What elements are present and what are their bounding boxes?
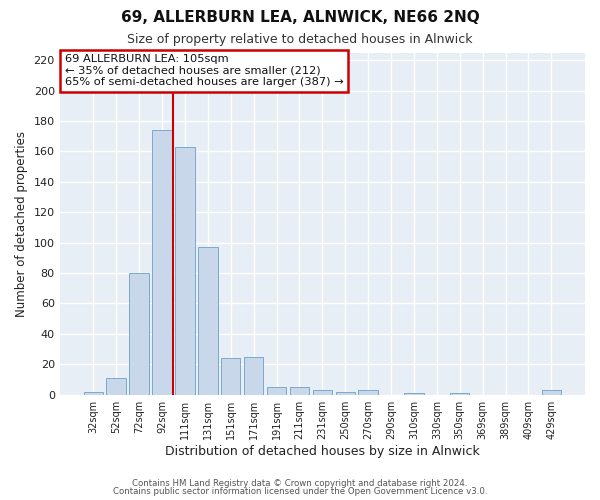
- Bar: [313, 390, 332, 394]
- Text: 69 ALLERBURN LEA: 105sqm
← 35% of detached houses are smaller (212)
65% of semi-: 69 ALLERBURN LEA: 105sqm ← 35% of detach…: [65, 54, 344, 88]
- Y-axis label: Number of detached properties: Number of detached properties: [15, 130, 28, 316]
- Bar: [175, 147, 194, 394]
- X-axis label: Distribution of detached houses by size in Alnwick: Distribution of detached houses by size …: [165, 444, 480, 458]
- Bar: [450, 393, 469, 394]
- Bar: [83, 392, 103, 394]
- Bar: [542, 390, 561, 394]
- Bar: [152, 130, 172, 394]
- Bar: [198, 247, 218, 394]
- Bar: [290, 387, 309, 394]
- Bar: [106, 378, 126, 394]
- Bar: [267, 387, 286, 394]
- Bar: [404, 393, 424, 394]
- Bar: [358, 390, 378, 394]
- Text: Size of property relative to detached houses in Alnwick: Size of property relative to detached ho…: [127, 32, 473, 46]
- Bar: [130, 273, 149, 394]
- Text: Contains public sector information licensed under the Open Government Licence v3: Contains public sector information licen…: [113, 487, 487, 496]
- Bar: [221, 358, 241, 395]
- Bar: [335, 392, 355, 394]
- Bar: [244, 356, 263, 395]
- Text: 69, ALLERBURN LEA, ALNWICK, NE66 2NQ: 69, ALLERBURN LEA, ALNWICK, NE66 2NQ: [121, 10, 479, 25]
- Text: Contains HM Land Registry data © Crown copyright and database right 2024.: Contains HM Land Registry data © Crown c…: [132, 478, 468, 488]
